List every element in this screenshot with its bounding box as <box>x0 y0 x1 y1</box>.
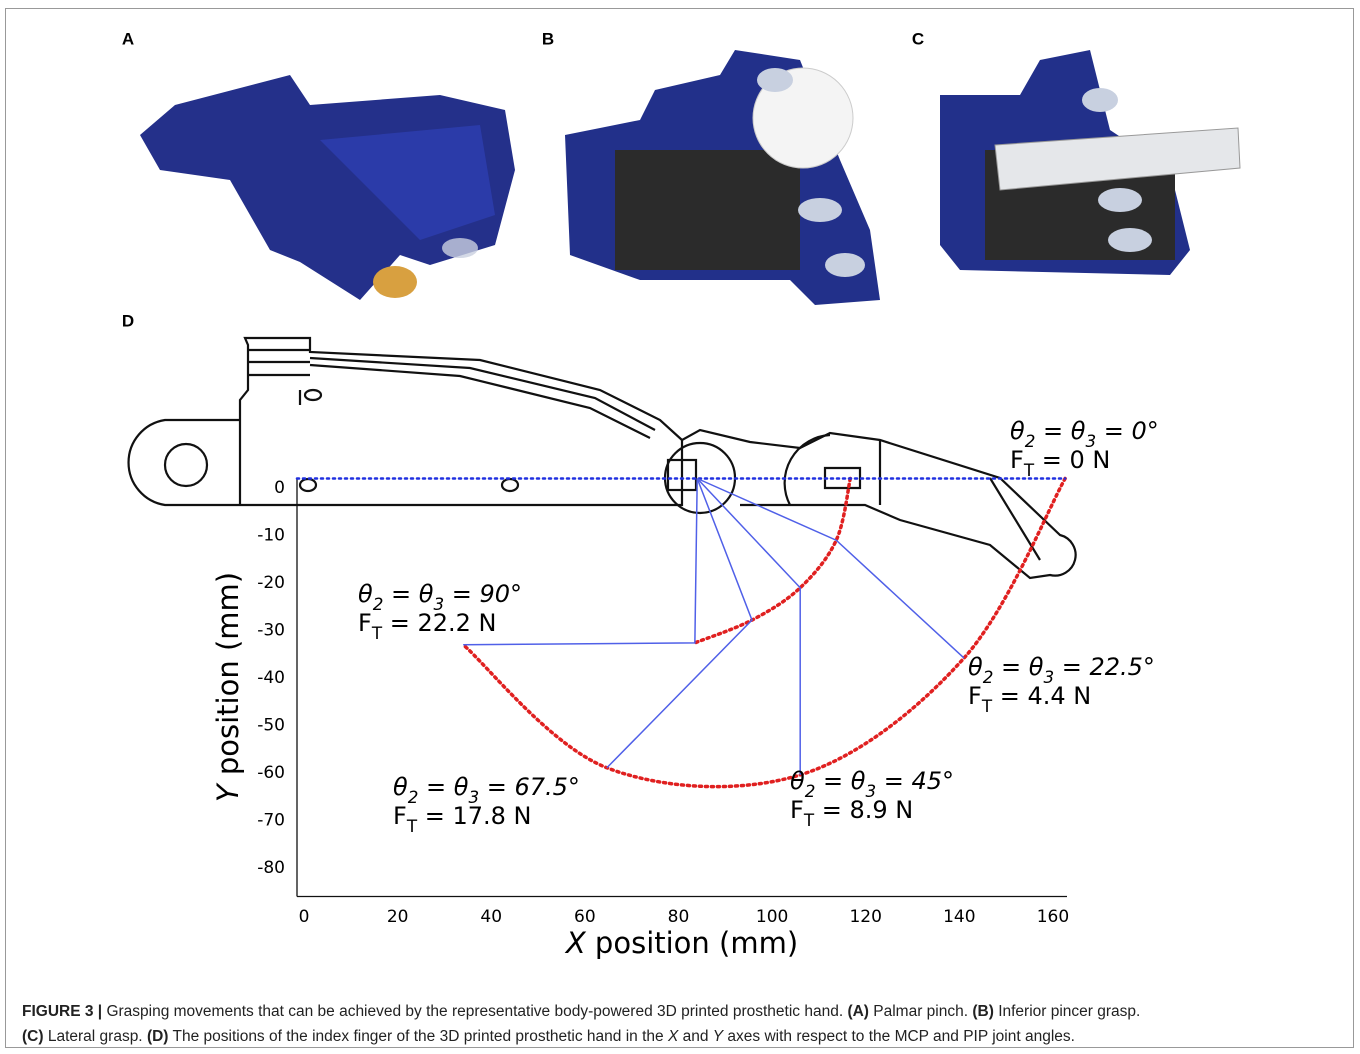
panel-label: A <box>122 29 134 48</box>
y-tick-label: 0 <box>274 478 285 498</box>
y-tick-label: -70 <box>257 811 285 831</box>
x-tick-label: 140 <box>943 907 975 927</box>
force-label: FT = 22.2 N <box>358 609 496 643</box>
text-segment: T <box>803 810 815 830</box>
caption-segment: and <box>678 1028 712 1045</box>
y-tick-label: -80 <box>257 858 285 878</box>
text-segment: = 8.9 N <box>814 796 913 824</box>
text-segment: θ <box>1010 417 1025 445</box>
caption-segment: (B) <box>972 1003 994 1020</box>
finger-line <box>697 479 800 775</box>
caption-segment: (D) <box>147 1028 169 1045</box>
tip-trajectory <box>463 479 1065 787</box>
text-segment: = θ <box>815 767 865 795</box>
caption-segment: X <box>668 1028 678 1045</box>
x-tick-label: 80 <box>668 907 690 927</box>
y-tick-label: -30 <box>257 621 285 641</box>
text-segment: = 0 N <box>1034 446 1110 474</box>
text-segment: = 17.8 N <box>417 802 531 830</box>
caption-segment: (A) <box>847 1003 869 1020</box>
y-tick-label: -60 <box>257 763 285 783</box>
caption-segment: Lateral grasp. <box>44 1028 147 1045</box>
caption-segment: Y <box>713 1028 723 1045</box>
text-segment: = θ <box>1035 417 1085 445</box>
page: A B C D 0 -10 -20 -30 -40 -50 -60 -70 -80 0 20 40 60 80 10… <box>0 0 1360 1054</box>
x-axis-label: X position (mm) <box>564 926 798 960</box>
text-segment: θ <box>790 767 805 795</box>
x-tick-label: 120 <box>849 907 881 927</box>
panel-label: B <box>542 29 554 48</box>
text-segment: θ <box>968 653 983 681</box>
force-label: FT = 0 N <box>1010 446 1110 480</box>
text-segment: F <box>393 802 407 830</box>
force-label: FT = 8.9 N <box>790 796 913 830</box>
caption-line: (C) Lateral grasp. (D) The positions of … <box>22 1028 1075 1046</box>
text-segment: X <box>564 926 587 960</box>
text-segment: = 90° <box>444 580 522 608</box>
pip-trajectory <box>695 479 850 643</box>
text-segment: = 4.4 N <box>992 682 1091 710</box>
text-segment: = θ <box>418 773 468 801</box>
force-label: FT = 4.4 N <box>968 682 1091 716</box>
text-segment: T <box>1023 460 1035 480</box>
text-segment: T <box>371 623 383 643</box>
text-segment: position (mm) <box>211 572 245 784</box>
x-tick-label: 160 <box>1037 907 1069 927</box>
text-segment: = 22.2 N <box>382 609 496 637</box>
text-segment: F <box>790 796 804 824</box>
force-label: FT = 17.8 N <box>393 802 531 836</box>
x-tick-label: 20 <box>387 907 409 927</box>
text-segment: T <box>406 816 418 836</box>
text-segment: F <box>968 682 982 710</box>
photo-a <box>140 75 515 300</box>
photo-b <box>565 50 880 305</box>
text-segment: T <box>981 696 993 716</box>
caption-segment: The positions of the index finger of the… <box>168 1028 667 1045</box>
text-segment: = θ <box>993 653 1043 681</box>
finger-line <box>463 479 697 645</box>
x-tick-label: 100 <box>756 907 788 927</box>
text-segment: F <box>1010 446 1024 474</box>
x-tick-label: 40 <box>480 907 502 927</box>
text-segment: = 67.5° <box>479 773 580 801</box>
y-tick-label: -20 <box>257 573 285 593</box>
figure: A B C D 0 -10 -20 -30 -40 -50 -60 -70 -80 0 20 40 60 80 10… <box>0 0 1360 1000</box>
photo-c <box>940 50 1240 275</box>
panel-label: D <box>122 311 134 330</box>
finger-line <box>607 479 752 768</box>
caption-segment: Grasping movements that can be achieved … <box>102 1003 847 1020</box>
text-segment: = θ <box>383 580 433 608</box>
text-segment: F <box>358 609 372 637</box>
y-tick-label: -40 <box>257 668 285 688</box>
x-tick-label: 0 <box>299 907 310 927</box>
y-tick-label: -10 <box>257 526 285 546</box>
caption-segment: axes with respect to the MCP and PIP joi… <box>723 1028 1075 1045</box>
caption-segment: FIGURE 3 | <box>22 1003 102 1020</box>
caption-segment: Palmar pinch. <box>869 1003 972 1020</box>
caption-segment: Inferior pincer grasp. <box>994 1003 1140 1020</box>
text-segment: θ <box>358 580 373 608</box>
y-axis-label: Y position (mm) <box>211 572 245 802</box>
text-segment: = 22.5° <box>1054 653 1155 681</box>
x-tick-label: 60 <box>574 907 596 927</box>
caption-line: FIGURE 3 | Grasping movements that can b… <box>22 1003 1140 1021</box>
text-segment: = 0° <box>1096 417 1159 445</box>
text-segment: position (mm) <box>586 926 798 960</box>
text-segment: = 45° <box>876 767 954 795</box>
text-segment: θ <box>393 773 408 801</box>
y-tick-label: -50 <box>257 716 285 736</box>
panel-label: C <box>912 29 924 48</box>
caption-segment: (C) <box>22 1028 44 1045</box>
